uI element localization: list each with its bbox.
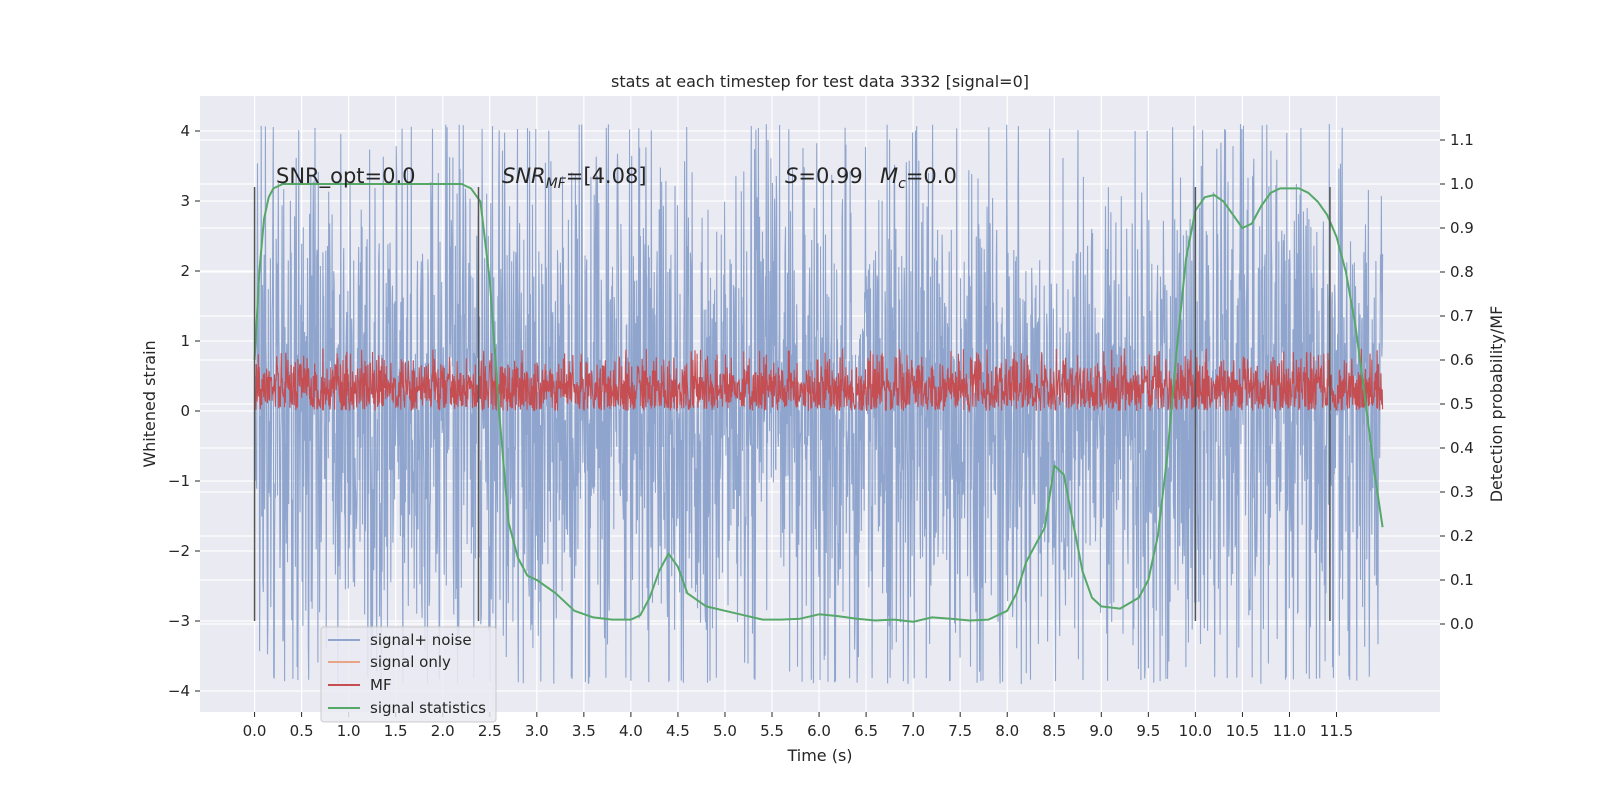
x-tick-label: 6.0 [807,722,831,740]
x-tick-label: 8.0 [995,722,1019,740]
legend: signal+ noise signal only MF signal stat… [320,626,497,723]
legend-label-mf: MF [370,676,392,694]
x-tick-label: 0.0 [243,722,267,740]
x-tick-label: 2.5 [478,722,502,740]
y-tick-label: −3 [168,612,190,630]
series-signal-noise [254,124,1384,685]
y-axis-left: −4 −3 −2 −1 0 1 2 3 4 [168,122,200,700]
mc-label: M [880,164,898,188]
y-tick-label: 0 [180,402,190,420]
x-tick-label: 5.0 [713,722,737,740]
snr-mf-label: SNR [502,164,546,188]
series-layer [253,124,1384,685]
y-tick-label: −2 [168,542,190,560]
x-tick-label: 6.5 [854,722,878,740]
x-tick-label: 8.5 [1042,722,1066,740]
x-tick-label: 0.5 [290,722,314,740]
y-axis-right: 0.0 0.1 0.2 0.3 0.4 0.5 0.6 0.7 0.8 0.9 1.0 1.1 [1440,131,1474,633]
x-tick-label: 11.5 [1320,722,1353,740]
x-tick-label: 4.0 [619,722,643,740]
legend-label-signal-only: signal only [370,653,451,671]
annotation-snr-mf: SNRMF=[4.08] [502,164,647,192]
x-tick-label: 10.0 [1179,722,1212,740]
y2-tick-label: 0.8 [1450,263,1474,281]
series-mf [254,348,1384,413]
legend-label-signal-noise: signal+ noise [370,631,472,649]
s-label: S [785,164,798,188]
annotation-mc: Mc=0.0 [880,164,957,192]
x-tick-label: 1.0 [337,722,361,740]
x-tick-label: 5.5 [760,722,784,740]
y2-tick-label: 0.6 [1450,351,1474,369]
x-tick-label: 10.5 [1226,722,1259,740]
x-tick-label: 2.0 [431,722,455,740]
y2-tick-label: 0.5 [1450,395,1474,413]
legend-box [320,626,497,723]
chart-title: stats at each timestep for test data 333… [611,72,1029,91]
mc-sub: c [898,176,906,192]
x-tick-label: 7.0 [901,722,925,740]
y2-tick-label: 0.3 [1450,483,1474,501]
x-tick-label: 11.0 [1273,722,1306,740]
x-tick-label: 1.5 [384,722,408,740]
series-signal-statistics [253,183,1384,623]
annotation-snr-opt: SNR_opt=0.0 [276,164,416,189]
legend-label-signal-statistics: signal statistics [370,699,486,717]
annotations: SNR_opt=0.0 SNRMF=[4.08] S=0.99 Mc=0.0 [276,164,957,192]
y2-axis-title: Detection probability/MF [1487,306,1506,503]
y2-tick-label: 1.1 [1450,131,1474,149]
y-tick-label: 1 [180,332,190,350]
y2-tick-label: 0.2 [1450,527,1474,545]
vertical-markers [253,187,1331,621]
x-tick-label: 9.5 [1136,722,1160,740]
y2-tick-label: 1.0 [1450,175,1474,193]
x-tick-label: 3.0 [525,722,549,740]
x-axis: 0.0 0.5 1.0 1.5 2.0 2.5 3.0 3.5 4.0 4.5 5.0 5.5 6.0 6… [243,712,1353,740]
y2-tick-label: 0.1 [1450,571,1474,589]
y-tick-label: 4 [180,122,190,140]
y-tick-label: 2 [180,262,190,280]
x-axis-title: Time (s) [786,746,852,765]
x-tick-label: 7.5 [948,722,972,740]
snr-mf-sub: MF [546,176,567,192]
y-tick-label: −4 [168,682,190,700]
y2-tick-label: 0.9 [1450,219,1474,237]
y-tick-label: 3 [180,192,190,210]
x-tick-label: 9.0 [1089,722,1113,740]
y2-tick-label: 0.4 [1450,439,1474,457]
snr-mf-value: =[4.08] [566,164,647,188]
x-tick-label: 4.5 [666,722,690,740]
mc-value: =0.0 [906,164,957,188]
y-axis-title: Whitened strain [140,340,159,467]
y-tick-label: −1 [168,472,190,490]
x-tick-label: 3.5 [572,722,596,740]
annotation-s: S=0.99 [785,164,863,188]
y2-tick-label: 0.7 [1450,307,1474,325]
y2-tick-label: 0.0 [1450,615,1474,633]
s-value: =0.99 [798,164,862,188]
